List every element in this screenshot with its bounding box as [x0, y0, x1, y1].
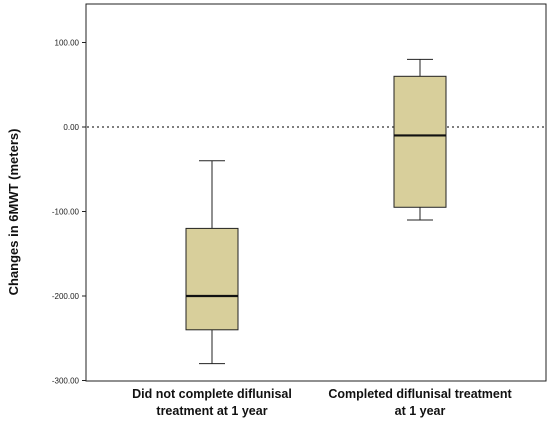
y-tick-label: -200.00: [52, 292, 80, 301]
box-2: [393, 58, 447, 221]
box-1: [185, 160, 239, 365]
y-tick-label: 0.00: [63, 123, 79, 132]
y-tick-label: 100.00: [55, 39, 80, 48]
y-tick-label: -100.00: [52, 208, 80, 217]
category-label: Completed diflunisal treatment: [328, 387, 512, 401]
plot-frame: [85, 3, 547, 382]
y-axis-ticks: 100.00 0.00 -100.00 -200.00 -300.00: [52, 39, 86, 386]
category-label: at 1 year: [395, 404, 446, 418]
iqr-box: [185, 227, 239, 331]
iqr-box: [393, 75, 447, 208]
category-label: treatment at 1 year: [156, 404, 267, 418]
y-tick-label: -300.00: [52, 377, 80, 386]
box-group: [185, 58, 447, 365]
y-axis-title: Changes in 6MWT (meters): [6, 129, 21, 296]
x-axis-category-labels: Did not complete diflunisal treatment at …: [132, 387, 512, 418]
category-label: Did not complete diflunisal: [132, 387, 292, 401]
